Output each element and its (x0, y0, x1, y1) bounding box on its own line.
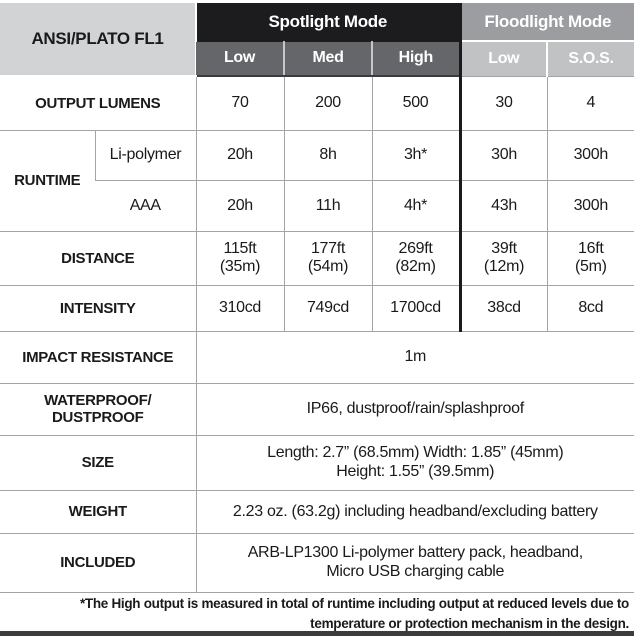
level-header-row: Low Med High Low S.O.S. (0, 40, 634, 77)
waterproof-label-line1: WATERPROOF/ (44, 391, 152, 409)
row-label-output-lumens: OUTPUT LUMENS (0, 75, 197, 131)
battery-type-lipolymer: Li-polymer (94, 129, 197, 181)
row-label-size: SIZE (0, 434, 197, 491)
weight-value: 2.23 oz. (63.2g) including headband/excl… (195, 489, 634, 534)
battery-type-aaa: AAA (95, 179, 197, 232)
included-value-line1: ARB-LP1300 Li-polymer battery pack, head… (247, 544, 583, 562)
runtime-lipolymer-flood-sos: 300h (546, 129, 634, 181)
row-label-distance: DISTANCE (0, 230, 197, 286)
col-header-spot-low: Low (196, 40, 285, 77)
output-lumens-spot-low: 70 (195, 75, 285, 131)
distance-m: (5m) (574, 258, 607, 275)
size-value: Length: 2.7” (68.5mm) Width: 1.85” (45mm… (195, 434, 634, 491)
runtime-lipolymer-spot-med: 8h (283, 129, 373, 181)
fl1-spec-table: ANSI/PLATO FL1 Spotlight Mode Floodlight… (0, 3, 634, 593)
spotlight-mode-header: Spotlight Mode (195, 3, 461, 42)
impact-resistance-value: 1m (195, 330, 634, 384)
row-label-intensity: INTENSITY (0, 284, 197, 332)
distance-row: DISTANCE 115ft (35m) 177ft (54m) 269ft (… (0, 230, 634, 286)
row-label-impact-resistance: IMPACT RESISTANCE (0, 330, 197, 384)
size-value-line2: Height: 1.55” (39.5mm) (336, 462, 495, 480)
distance-spot-med: 177ft (54m) (283, 230, 373, 286)
size-row: SIZE Length: 2.7” (68.5mm) Width: 1.85” … (0, 434, 634, 491)
weight-row: WEIGHT 2.23 oz. (63.2g) including headba… (0, 489, 634, 534)
col-header-spot-high: High (370, 40, 462, 77)
runtime-lipolymer-spot-high: 3h* (371, 129, 461, 181)
distance-ft: 177ft (310, 239, 346, 257)
runtime-lipolymer-flood-low: 30h (458, 129, 548, 181)
footnote-line1: *The High output is measured in total of… (79, 596, 629, 611)
runtime-aaa-spot-med: 11h (283, 179, 373, 232)
distance-m: (54m) (307, 258, 349, 275)
intensity-flood-sos: 8cd (546, 284, 634, 332)
waterproof-value: IP66, dustproof/rain/splashproof (195, 382, 634, 436)
output-lumens-spot-med: 200 (283, 75, 373, 131)
runtime-aaa-flood-sos: 300h (546, 179, 634, 232)
output-lumens-row: OUTPUT LUMENS 70 200 500 30 4 (0, 75, 634, 131)
output-lumens-spot-high: 500 (371, 75, 461, 131)
intensity-flood-low: 38cd (458, 284, 548, 332)
footnote: *The High output is measured in total of… (0, 592, 634, 631)
intensity-spot-med: 749cd (283, 284, 373, 332)
row-label-included: INCLUDED (0, 532, 197, 593)
impact-resistance-row: IMPACT RESISTANCE 1m (0, 330, 634, 384)
distance-spot-low: 115ft (35m) (195, 230, 285, 286)
col-header-spot-med: Med (283, 40, 373, 77)
distance-ft: 115ft (223, 239, 257, 257)
size-value-line1: Length: 2.7” (68.5mm) Width: 1.85” (45mm… (267, 444, 564, 462)
intensity-spot-high: 1700cd (371, 284, 461, 332)
col-header-flood-low: Low (458, 40, 549, 77)
row-label-waterproof: WATERPROOF/ DUSTPROOF (0, 382, 197, 436)
runtime-aaa-flood-low: 43h (458, 179, 548, 232)
runtime-aaa-row: AAA 20h 11h 4h* 43h 300h (0, 179, 634, 232)
distance-ft: 16ft (578, 239, 604, 257)
distance-ft: 269ft (398, 239, 433, 257)
runtime-aaa-spot-high: 4h* (371, 179, 461, 232)
row-label-runtime: RUNTIME (0, 129, 96, 232)
runtime-aaa-spot-low: 20h (195, 179, 285, 232)
runtime-lipolymer-row: RUNTIME Li-polymer 20h 8h 3h* 30h 300h (0, 129, 634, 232)
included-value-line2: Micro USB charging cable (326, 562, 505, 580)
col-header-flood-sos: S.O.S. (546, 40, 634, 77)
floodlight-mode-header: Floodlight Mode (458, 3, 634, 42)
included-value: ARB-LP1300 Li-polymer battery pack, head… (195, 532, 634, 593)
footnote-line2: temperature or protection mechanism in t… (310, 616, 629, 632)
distance-m: (82m) (395, 258, 436, 275)
output-lumens-flood-sos: 4 (546, 75, 634, 131)
distance-flood-low: 39ft (12m) (458, 230, 548, 286)
distance-m: (12m) (483, 258, 525, 275)
mode-header-row: ANSI/PLATO FL1 Spotlight Mode Floodlight… (0, 3, 634, 77)
output-lumens-flood-low: 30 (458, 75, 548, 131)
corner-label: ANSI/PLATO FL1 (0, 3, 197, 77)
distance-m: (35m) (219, 258, 261, 275)
distance-flood-sos: 16ft (5m) (546, 230, 634, 286)
waterproof-row: WATERPROOF/ DUSTPROOF IP66, dustproof/ra… (0, 382, 634, 436)
distance-ft: 39ft (491, 239, 517, 257)
row-label-weight: WEIGHT (0, 489, 197, 534)
waterproof-label-line2: DUSTPROOF (52, 409, 144, 426)
included-row: INCLUDED ARB-LP1300 Li-polymer battery p… (0, 532, 634, 593)
runtime-lipolymer-spot-low: 20h (195, 129, 285, 181)
intensity-spot-low: 310cd (195, 284, 285, 332)
distance-spot-high: 269ft (82m) (371, 230, 461, 286)
bottom-bar (0, 631, 634, 636)
intensity-row: INTENSITY 310cd 749cd 1700cd 38cd 8cd (0, 284, 634, 332)
